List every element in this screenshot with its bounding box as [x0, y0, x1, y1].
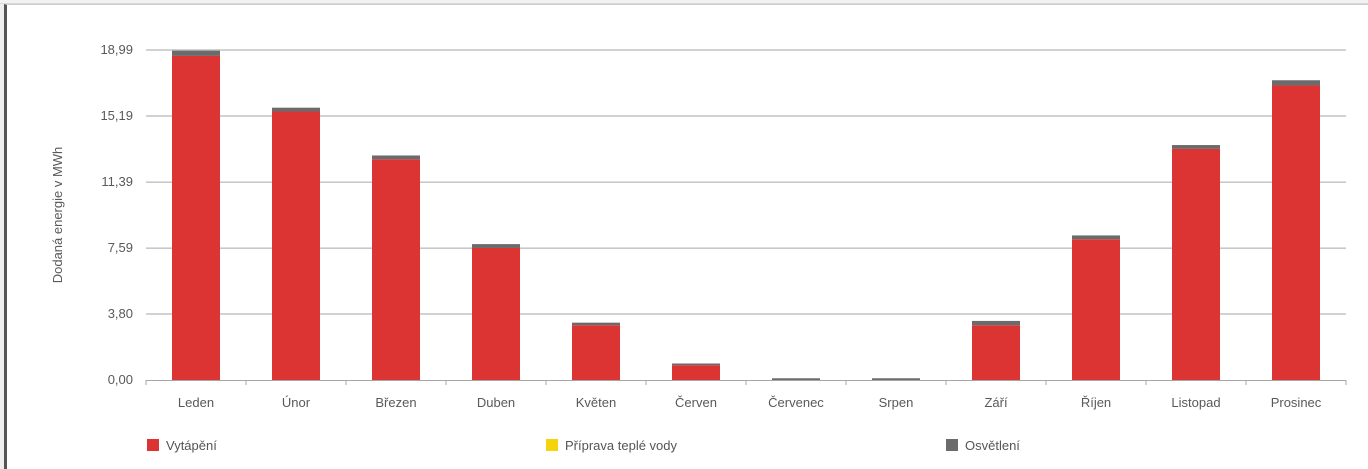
bar-heating	[572, 325, 620, 380]
legend-swatch-hot-water	[546, 439, 558, 451]
bar-lighting	[1272, 80, 1320, 86]
legend-label-hot-water: Příprava teplé vody	[565, 437, 678, 453]
bar-heating	[1272, 85, 1320, 381]
x-tick-label: Září	[984, 395, 1008, 410]
y-tick-label: 0,00	[108, 372, 133, 387]
bar-heating	[672, 365, 720, 380]
legend-item-lighting[interactable]: Osvětlení	[946, 436, 1020, 454]
y-tick-label: 18,99	[100, 42, 133, 57]
x-tick-label: Prosinec	[1271, 395, 1322, 410]
bar-heating	[972, 325, 1020, 380]
bar-lighting	[972, 320, 1020, 326]
bar-heating	[1172, 148, 1220, 380]
top-strip	[0, 0, 1368, 4]
bar-lighting	[1172, 145, 1220, 149]
x-tick-labels: Leden Únor Březen Duben Květen Červen Červenec…	[178, 395, 1322, 410]
x-tick-label: Duben	[477, 395, 515, 410]
bar-heating	[272, 111, 320, 380]
bar-lighting	[872, 378, 920, 380]
x-tick-label: Červenec	[768, 395, 824, 410]
legend-item-heating[interactable]: Vytápění	[147, 436, 217, 454]
bar-lighting	[672, 363, 720, 366]
x-tick-label: Březen	[375, 395, 416, 410]
bar-lighting	[172, 50, 220, 56]
y-tick-label: 11,39	[101, 174, 133, 189]
legend-item-hot-water[interactable]: Příprava teplé vody	[546, 436, 677, 454]
x-axis	[145, 380, 1347, 385]
x-tick-label: Leden	[178, 395, 214, 410]
legend-swatch-heating	[147, 439, 159, 451]
bar-lighting	[372, 155, 420, 160]
x-tick-label: Červen	[675, 395, 717, 410]
x-tick-label: Listopad	[1171, 395, 1220, 410]
x-tick-label: Únor	[282, 395, 311, 410]
legend-label-heating: Vytápění	[166, 437, 217, 453]
y-tick-labels: 0,00 3,80 7,59 11,39 15,19 18,99	[100, 42, 133, 387]
gridlines	[146, 49, 1346, 315]
x-tick-label: Říjen	[1081, 395, 1111, 410]
bar-heating	[172, 55, 220, 380]
legend-label-lighting: Osvětlení	[965, 437, 1020, 453]
bar-heating	[1072, 239, 1120, 380]
bar-lighting	[1072, 235, 1120, 240]
y-axis-label: Dodaná energie v MWh	[50, 147, 65, 284]
bar-lighting	[772, 378, 820, 380]
bar-lighting	[472, 244, 520, 248]
bar-lighting	[272, 107, 320, 112]
bar-lighting	[572, 322, 620, 326]
y-tick-label: 3,80	[108, 306, 133, 321]
y-tick-label: 15,19	[100, 108, 133, 123]
bar-heating	[372, 159, 420, 380]
x-tick-label: Květen	[576, 395, 616, 410]
legend-swatch-lighting	[946, 439, 958, 451]
y-tick-label: 7,59	[108, 240, 133, 255]
x-tick-label: Srpen	[879, 395, 914, 410]
chart-frame	[4, 4, 1368, 469]
bar-heating	[472, 247, 520, 380]
bars	[172, 50, 1320, 381]
